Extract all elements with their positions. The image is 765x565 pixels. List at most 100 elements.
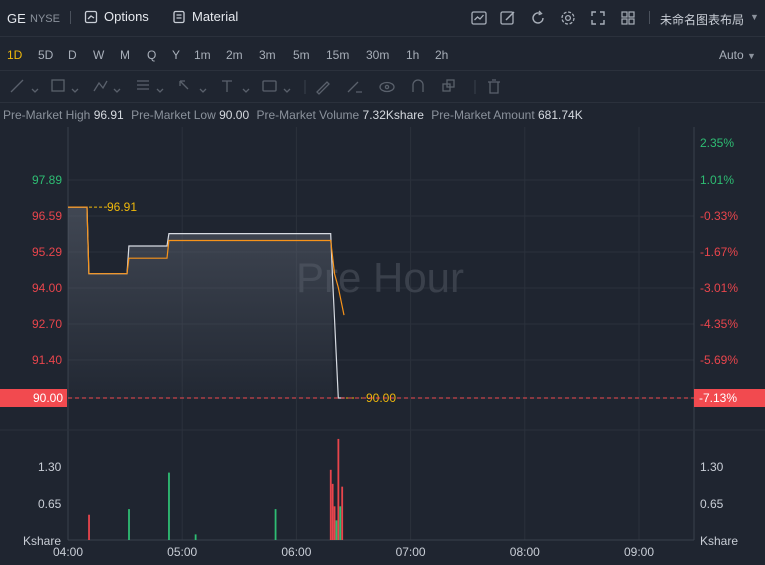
divider (70, 11, 71, 24)
volume-bar (329, 469, 332, 540)
average-line (68, 206, 345, 316)
chevron-down-icon (71, 88, 79, 93)
drawing-tools (10, 79, 500, 95)
line-tool-icon (10, 79, 24, 93)
price-tick-label: 92.70 (32, 317, 62, 331)
material-icon (173, 10, 185, 23)
period-w[interactable]: W (93, 48, 105, 62)
period-2h[interactable]: 2h (435, 48, 449, 62)
layout-name-button[interactable]: 未命名图表布局 (660, 13, 745, 27)
volume-tick-right: 0.65 (700, 497, 724, 511)
current-pct-tag: -7.13% (694, 389, 765, 407)
chevron-down-icon[interactable]: ▼ (750, 12, 759, 22)
time-tick-label: 06:00 (281, 545, 311, 559)
premarket-low-value: 90.00 (219, 108, 250, 122)
eye-icon (379, 81, 395, 93)
divider (649, 11, 650, 24)
magnet-icon (412, 79, 424, 92)
period-2m[interactable]: 2m (226, 48, 243, 62)
price-area (68, 207, 333, 398)
high-marker-label: 96.91 (107, 200, 137, 214)
price-tick-label: 94.00 (32, 281, 62, 295)
price-tick-label: 95.29 (32, 245, 62, 259)
period-y[interactable]: Y (172, 48, 181, 62)
volume-bar (337, 438, 340, 540)
period-m[interactable]: M (120, 48, 130, 62)
volume-bar (194, 534, 197, 540)
period-1d[interactable]: 1D (7, 48, 23, 62)
volume-bar (341, 486, 344, 540)
premarket-high-label: Pre-Market High (3, 108, 91, 122)
trash-icon (488, 79, 500, 94)
time-tick-label: 04:00 (53, 545, 83, 559)
price-chart[interactable]: Pre Hour96.9190.0097.8996.5995.2994.0092… (0, 127, 765, 565)
period-1m[interactable]: 1m (194, 48, 211, 62)
premarket-info: Pre-Market High 96.91 Pre-Market Low 90.… (3, 108, 587, 122)
volume-unit-right: Kshare (700, 534, 738, 548)
volume-bar (333, 506, 336, 540)
draw-icon[interactable] (499, 9, 517, 27)
premarket-volume-value: 7.32Kshare (362, 108, 424, 122)
indicator-icon[interactable] (470, 9, 488, 27)
pct-tick-label: -1.67% (700, 245, 738, 259)
options-button[interactable]: Options (84, 9, 149, 24)
time-tick-label: 08:00 (510, 545, 540, 559)
fullscreen-icon[interactable] (589, 9, 607, 27)
divider (0, 70, 765, 71)
premarket-high-value: 96.91 (93, 108, 124, 122)
divider (0, 36, 765, 37)
pen-icon (316, 81, 330, 95)
layout-grid-icon[interactable] (619, 9, 637, 27)
price-tick-label: 96.59 (32, 209, 62, 223)
symbol-label[interactable]: GE (7, 11, 26, 26)
image-tool-icon (262, 80, 277, 92)
chevron-down-icon (113, 88, 121, 93)
settings-icon[interactable] (559, 9, 577, 27)
volume-tick-left: 1.30 (38, 460, 62, 474)
pct-tick-label: 1.01% (700, 173, 734, 187)
volume-bar (88, 514, 90, 540)
options-icon (84, 10, 98, 23)
period-5d[interactable]: 5D (38, 48, 54, 62)
pct-tick-label: -3.01% (700, 281, 738, 295)
period-1h[interactable]: 1h (406, 48, 420, 62)
text-tool-icon (222, 80, 232, 92)
exchange-label: NYSE (30, 13, 60, 25)
material-label: Material (192, 9, 239, 24)
period-15m[interactable]: 15m (326, 48, 350, 62)
price-tick-label: 91.40 (32, 353, 62, 367)
time-tick-label: 05:00 (167, 545, 197, 559)
period-d[interactable]: D (68, 48, 77, 62)
chevron-down-icon (242, 88, 250, 93)
rect-tool-icon (51, 79, 65, 92)
current-price-tag: 90.00 (0, 389, 67, 407)
period-30m[interactable]: 30m (366, 48, 390, 62)
premarket-low-label: Pre-Market Low (131, 108, 216, 122)
chevron-down-icon (31, 88, 39, 93)
pct-tick-label: -5.69% (700, 353, 738, 367)
volume-bar (331, 483, 334, 540)
period-q[interactable]: Q (147, 48, 157, 62)
volume-unit-left: Kshare (23, 534, 61, 548)
arrow-tool-icon (179, 80, 189, 90)
refresh-icon[interactable] (529, 9, 547, 27)
material-button[interactable]: Material (172, 9, 238, 24)
period-3m[interactable]: 3m (259, 48, 276, 62)
premarket-amount-value: 681.74K (538, 108, 583, 122)
top-toolbar: GE NYSE Options Material 未命名图表布局 ▼ (0, 0, 765, 36)
low-marker-label: 90.00 (366, 391, 396, 405)
premarket-volume-label: Pre-Market Volume (256, 108, 360, 122)
volume-bar (128, 509, 130, 540)
pattern-tool-icon (93, 80, 108, 92)
scale-mode-dropdown[interactable]: Auto ▼ (719, 48, 756, 62)
volume-bar (339, 506, 342, 540)
volume-tick-left: 0.65 (38, 497, 62, 511)
pct-tick-label: 2.35% (700, 136, 734, 150)
pct-tick-label: -0.33% (700, 209, 738, 223)
options-label: Options (104, 9, 149, 24)
chevron-down-icon (156, 88, 164, 93)
chevron-down-icon (199, 88, 207, 93)
period-5m[interactable]: 5m (293, 48, 310, 62)
volume-bar (335, 520, 338, 540)
fib-tool-icon (137, 80, 149, 90)
